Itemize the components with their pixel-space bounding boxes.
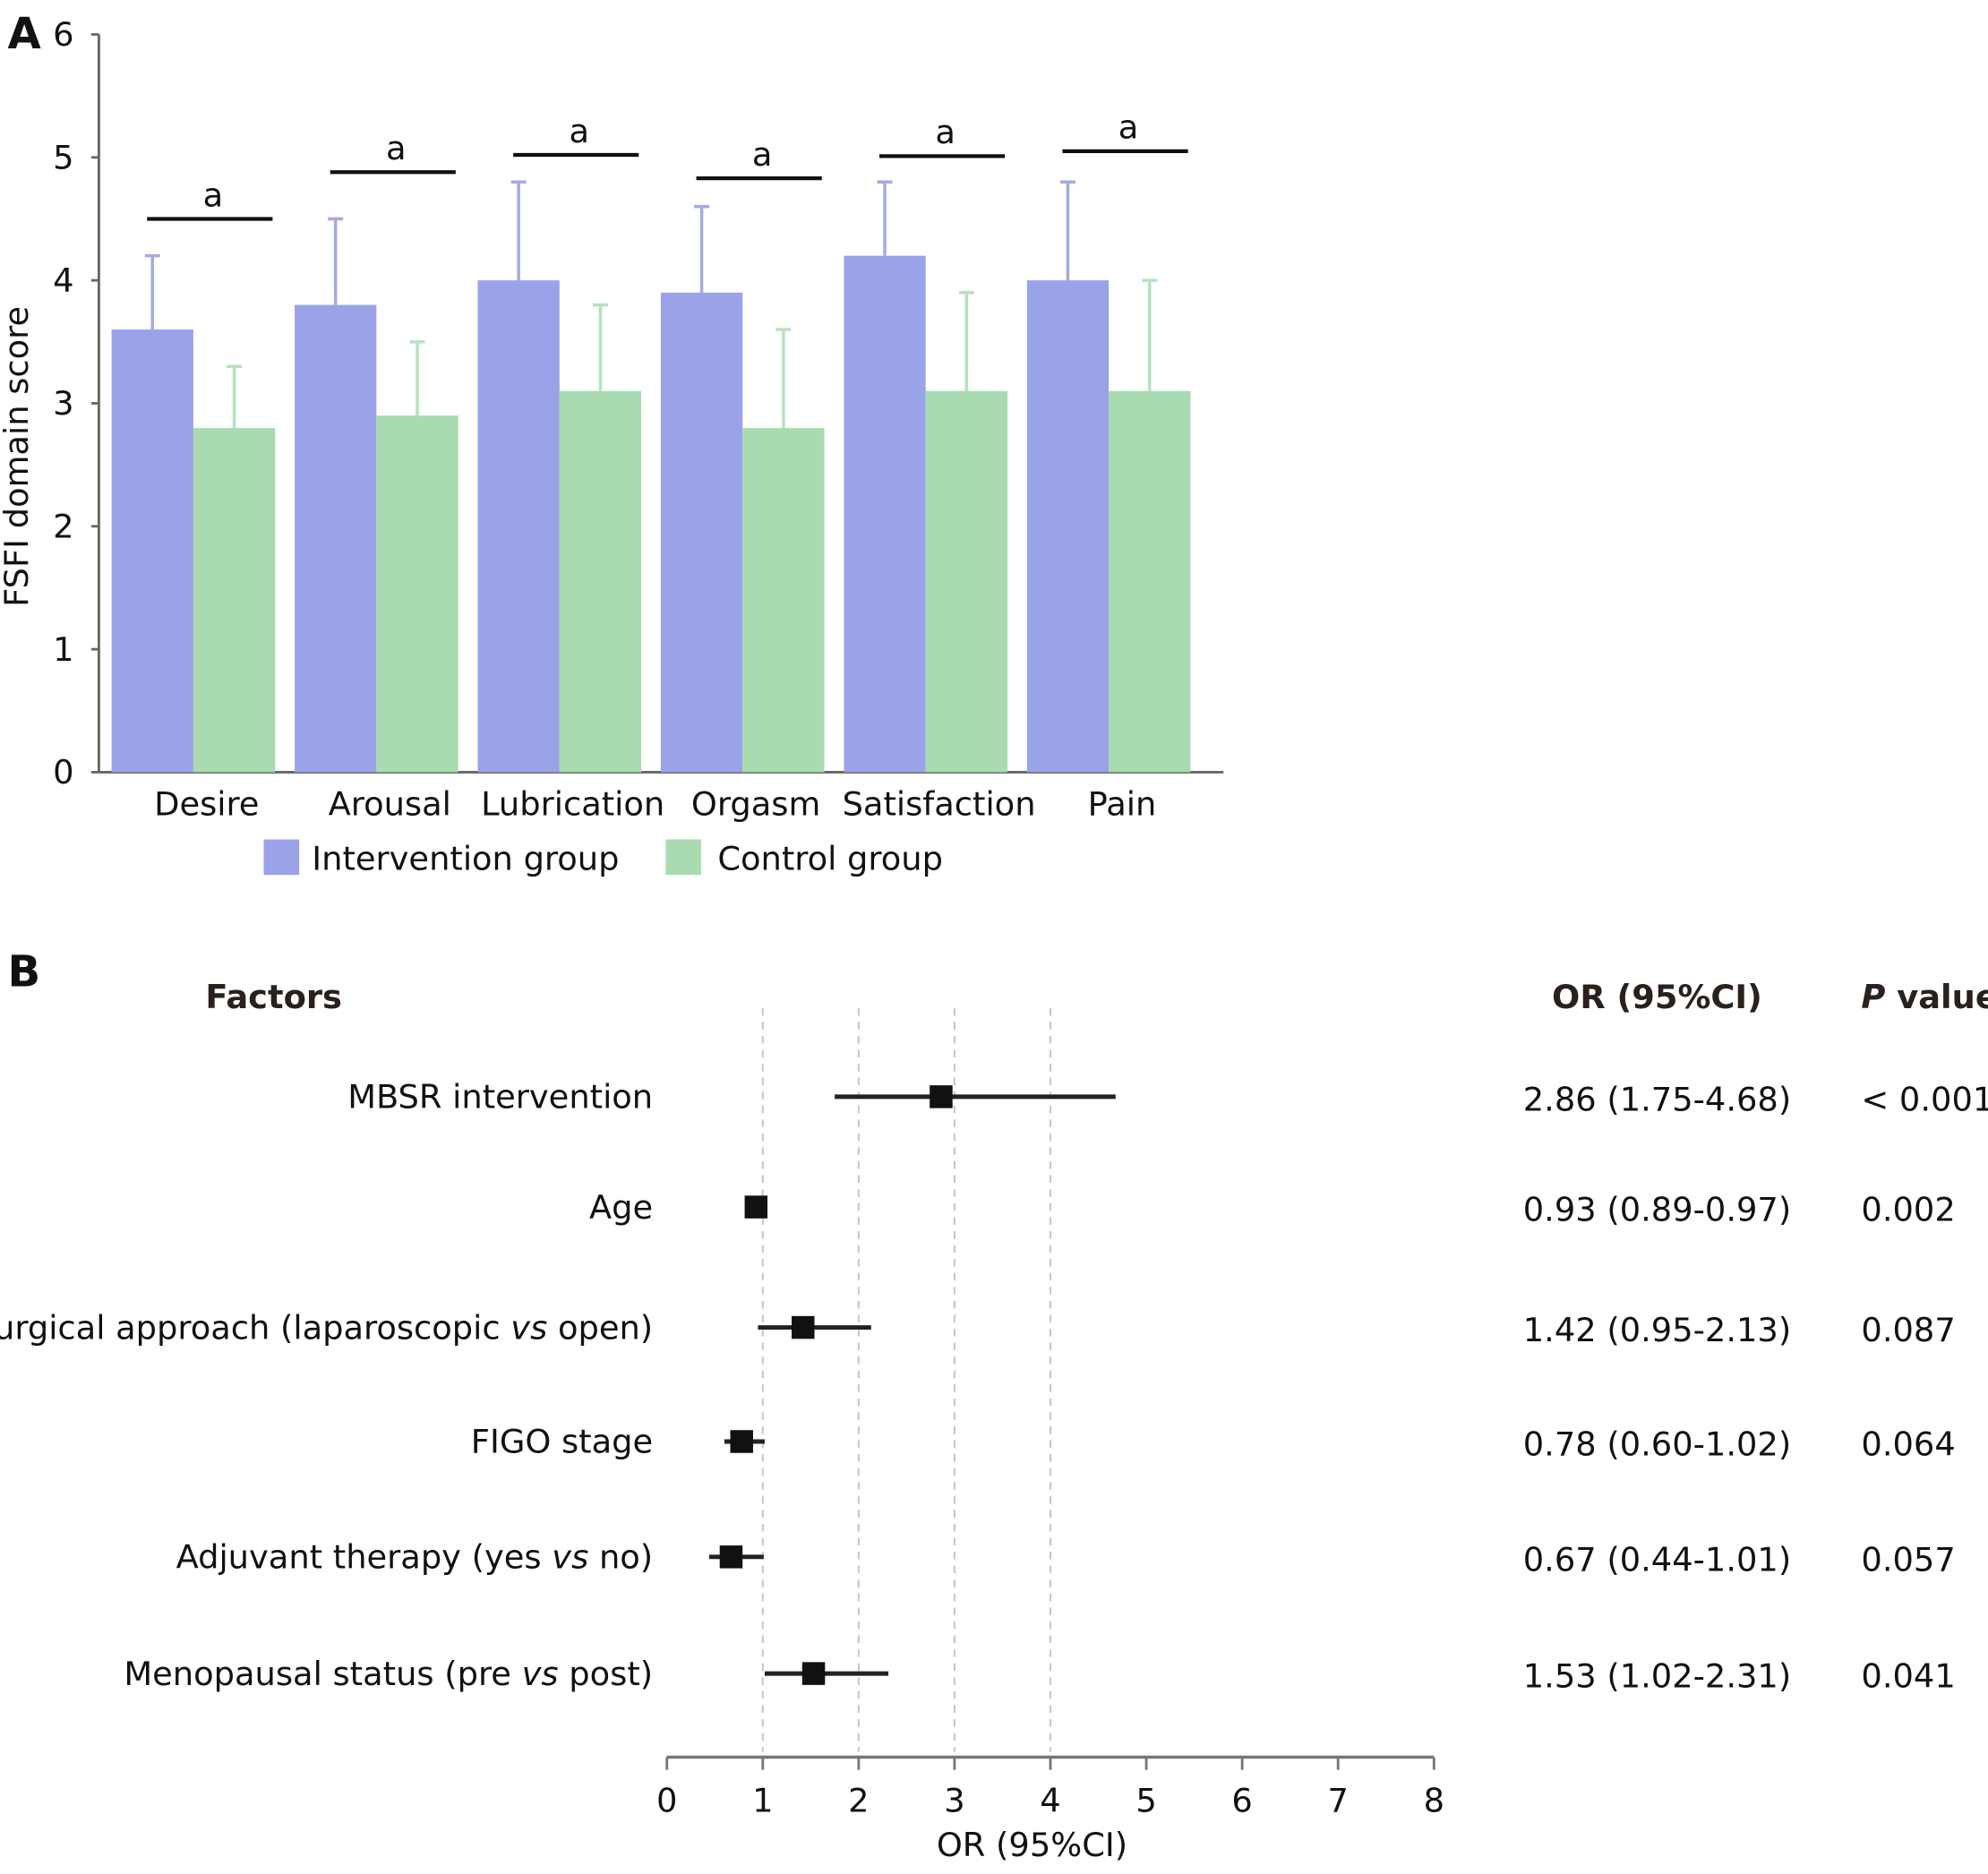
bar-intervention (844, 255, 926, 773)
header-p-rest: value (1885, 978, 1988, 1016)
factor-label-part: Surgical approach (laparoscopic (0, 1308, 510, 1347)
y-tick-label: 2 (53, 508, 73, 546)
significance-label: a (1118, 108, 1139, 147)
x-axis-title: OR (95%CI) (937, 1826, 1127, 1864)
y-tick-label: 1 (53, 630, 73, 669)
x-tick-label: 0 (656, 1781, 677, 1819)
bar-intervention (660, 292, 743, 773)
odds-ratio-marker (801, 1662, 826, 1685)
factor-label-part: vs (510, 1308, 547, 1347)
bar-control (559, 390, 642, 773)
y-tick-label: 5 (53, 139, 73, 177)
factor-label-part: Menopausal status (pre (124, 1655, 521, 1693)
x-tick-label: 4 (1040, 1781, 1060, 1819)
legend-swatch-control (665, 839, 701, 876)
x-tick-label: 3 (944, 1781, 964, 1819)
y-axis-title: FSFI domain score (0, 306, 36, 607)
factor-label-part: FIGO stage (471, 1423, 653, 1461)
p-value: 0.057 (1861, 1540, 1955, 1579)
p-value: 0.041 (1861, 1657, 1955, 1696)
x-tick-label: Pain (1088, 785, 1157, 824)
x-tick-label: Lubrication (481, 785, 664, 824)
factor-label-part: no) (588, 1538, 653, 1577)
p-value: 0.064 (1861, 1425, 1955, 1464)
x-tick-label: 1 (752, 1781, 773, 1819)
or-value: 1.42 (0.95-2.13) (1523, 1311, 1791, 1349)
bar-control (742, 427, 825, 773)
factor-label-part: Age (589, 1188, 653, 1227)
x-tick-label: 5 (1135, 1781, 1156, 1819)
x-tick-label: Satisfaction (843, 785, 1036, 824)
or-value: 2.86 (1.75-4.68) (1523, 1080, 1791, 1118)
odds-ratio-marker (930, 1085, 953, 1108)
factor-label-part: vs (552, 1538, 588, 1577)
bar-control (925, 390, 1008, 773)
bar-control (193, 427, 276, 773)
y-tick-label: 0 (53, 753, 73, 792)
factor-label: Menopausal status (pre vs post) (124, 1655, 653, 1693)
y-tick-label: 6 (53, 15, 73, 54)
bar-control (376, 415, 458, 773)
x-tick-label: Desire (154, 785, 259, 824)
x-tick-label: 2 (848, 1781, 869, 1819)
significance-label: a (203, 175, 224, 214)
or-value: 0.67 (0.44-1.01) (1523, 1540, 1791, 1579)
x-tick-label: 7 (1328, 1781, 1349, 1819)
panel-label-a: A (7, 9, 41, 59)
factor-label-part: open) (547, 1308, 653, 1347)
p-value: 0.002 (1861, 1191, 1955, 1229)
p-value: < 0.001 (1861, 1080, 1988, 1118)
legend-swatch-intervention (263, 839, 300, 876)
y-tick-label: 4 (53, 261, 73, 300)
odds-ratio-marker (719, 1545, 743, 1569)
bar-intervention (1026, 280, 1110, 773)
p-value: 0.087 (1861, 1311, 1955, 1349)
factor-label-part: post) (559, 1655, 654, 1693)
factor-label-part: Adjuvant therapy (yes (176, 1538, 553, 1577)
odds-ratio-marker (792, 1315, 815, 1339)
or-value: 0.78 (0.60-1.02) (1523, 1425, 1791, 1464)
header-p-italic: P (1861, 978, 1885, 1016)
significance-label: a (569, 112, 589, 150)
bar-intervention (111, 329, 193, 773)
legend-label-intervention: Intervention group (312, 839, 619, 877)
odds-ratio-marker (744, 1195, 768, 1219)
y-tick-label: 3 (53, 384, 73, 423)
header-or: OR (95%CI) (1552, 978, 1762, 1016)
factor-label: Adjuvant therapy (yes vs no) (176, 1538, 654, 1577)
or-value: 0.93 (0.89-0.97) (1523, 1191, 1791, 1229)
header-factors: Factors (205, 978, 342, 1016)
odds-ratio-marker (730, 1430, 753, 1453)
forest-plot-b: Factors OR (95%CI) P value 0 1 2 3 4 5 6 7 8 OR (95%… (0, 978, 1988, 1864)
factor-label: Age (589, 1188, 653, 1227)
legend-label-control: Control group (717, 839, 943, 877)
bar-intervention (477, 280, 560, 773)
or-value: 1.53 (1.02-2.31) (1523, 1657, 1791, 1696)
factor-label: MBSR intervention (347, 1078, 653, 1117)
bar-intervention (295, 304, 377, 773)
header-p-value: P value (1861, 978, 1988, 1016)
x-tick-label: Orgasm (691, 785, 820, 824)
panel-label-b: B (7, 947, 40, 997)
significance-label: a (935, 113, 955, 151)
x-tick-label: Arousal (329, 785, 451, 824)
bar-control (1109, 390, 1191, 773)
factor-label-part: vs (522, 1655, 559, 1693)
x-tick-label: 6 (1231, 1781, 1252, 1819)
factor-label: Surgical approach (laparoscopic vs open) (0, 1308, 653, 1347)
significance-label: a (752, 135, 773, 174)
factor-label-part: MBSR intervention (347, 1078, 653, 1117)
factor-label: FIGO stage (471, 1423, 653, 1461)
bar-chart-a: 0 1 2 3 4 5 6 FSFI domain score a Desire a Arousal a… (0, 15, 1224, 877)
x-tick-label: 8 (1424, 1781, 1444, 1819)
significance-label: a (386, 129, 407, 167)
